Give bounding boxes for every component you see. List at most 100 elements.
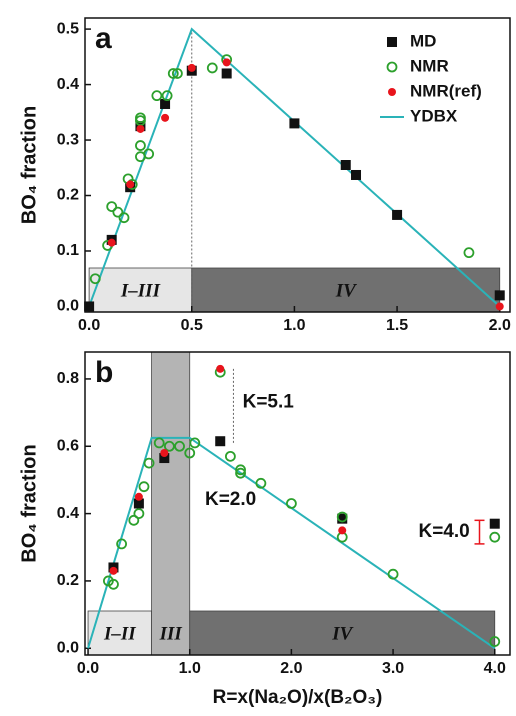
- region: [87, 610, 152, 656]
- nmr-point: [206, 62, 218, 74]
- md-point: [494, 290, 505, 301]
- region: [151, 351, 191, 656]
- nmr-point: [151, 90, 163, 102]
- region-label: III: [159, 623, 183, 644]
- legend-entry: NMR: [386, 56, 449, 75]
- x-tick-label: 2.0: [280, 660, 302, 677]
- region-label: IV: [331, 623, 353, 644]
- region-label: I–II: [103, 623, 136, 644]
- nmr-point: [336, 511, 348, 523]
- nmr-ref-point: [160, 449, 169, 457]
- nmr-point: [235, 464, 246, 476]
- nmr-ref-point: [134, 492, 143, 501]
- nmr-ref-point: [161, 113, 170, 122]
- region: [189, 610, 496, 656]
- nmr-point: [128, 514, 140, 526]
- annotation: K=2.0: [205, 489, 256, 510]
- nmr-point: [108, 578, 119, 590]
- nmr-point: [138, 481, 150, 493]
- md-point: [351, 169, 362, 180]
- nmr-point: [135, 112, 146, 124]
- x-tick-label: 0.0: [77, 660, 99, 677]
- nmr-point: [161, 90, 173, 102]
- region: [191, 267, 501, 313]
- legend-entry: YDBX: [380, 106, 458, 125]
- region-label: I–III: [120, 280, 161, 301]
- nmr-point: [235, 467, 246, 479]
- nmr-point: [143, 148, 155, 160]
- nmr-point: [171, 68, 183, 79]
- y-tick-label: 0.0: [57, 298, 79, 315]
- nmr-point: [143, 457, 155, 469]
- nmr-point: [116, 538, 128, 550]
- nmr-point: [489, 531, 501, 543]
- y-tick-label: 0.0: [57, 639, 79, 656]
- panel-label: a: [95, 22, 112, 55]
- legend-swatch: [387, 37, 397, 47]
- y-tick-label: 0.2: [57, 572, 79, 589]
- y-tick-label: 0.5: [57, 20, 79, 37]
- y-tick-label: 0.8: [57, 370, 79, 387]
- x-tick-label: 1.0: [283, 317, 305, 334]
- nmr-point: [89, 273, 101, 285]
- nmr-point: [153, 437, 165, 449]
- legend-label: MD: [410, 31, 436, 50]
- legend-entry: NMR(ref): [388, 81, 482, 100]
- y-tick-label: 0.3: [57, 131, 79, 148]
- nmr-point: [163, 440, 175, 452]
- legend-label: YDBX: [410, 106, 458, 125]
- plot-frame: [84, 17, 511, 313]
- nmr-point: [489, 636, 501, 647]
- y-tick-label: 0.2: [57, 187, 79, 204]
- nmr-ref-point: [338, 526, 347, 535]
- nmr-ref-point: [136, 124, 145, 133]
- y-tick-label: 0.4: [57, 76, 79, 93]
- legend-entry: MD: [387, 31, 436, 50]
- md-point: [340, 160, 351, 170]
- md-point: [160, 98, 171, 109]
- nmr-ref-point: [107, 238, 116, 247]
- panel-label: b: [95, 356, 113, 389]
- nmr-point: [387, 568, 399, 580]
- x-tick-label: 3.0: [382, 660, 404, 677]
- legend-label: NMR: [410, 56, 449, 75]
- region: [88, 267, 193, 313]
- nmr-point: [174, 440, 185, 452]
- nmr-point: [189, 437, 201, 449]
- nmr-ref-point: [495, 302, 504, 311]
- annotation: K=5.1: [243, 392, 295, 413]
- nmr-ref-point: [109, 566, 118, 575]
- legend-swatch: [388, 88, 396, 96]
- nmr-point: [118, 212, 130, 224]
- plot-frame: [84, 351, 511, 656]
- nmr-ref-point: [222, 58, 231, 67]
- md-point: [215, 436, 226, 447]
- x-tick-label: 1.5: [386, 317, 408, 334]
- nmr-point: [224, 450, 236, 462]
- nmr-point: [285, 498, 297, 509]
- nmr-point: [133, 508, 145, 519]
- x-tick-label: 4.0: [484, 660, 506, 677]
- nmr-point: [463, 247, 475, 259]
- x-tick-label: 1.0: [179, 660, 201, 677]
- nmr-point: [167, 68, 179, 79]
- md-point: [221, 68, 232, 79]
- nmr-point: [106, 201, 118, 213]
- y-tick-label: 0.4: [57, 505, 79, 522]
- y-axis-title: BO₄ fraction: [18, 444, 40, 562]
- x-tick-label: 0.0: [78, 317, 100, 334]
- ydbx-line: [87, 436, 496, 650]
- md-point: [133, 498, 144, 509]
- x-tick-label: 0.5: [181, 317, 203, 334]
- y-tick-label: 0.1: [57, 242, 79, 259]
- md-point: [84, 301, 95, 312]
- nmr-ref-point: [216, 364, 225, 373]
- legend-swatch: [386, 61, 398, 73]
- nmr-point: [184, 447, 196, 459]
- y-tick-label: 0.6: [57, 437, 79, 454]
- md-point: [159, 453, 170, 464]
- md-point: [489, 518, 500, 529]
- legend-label: NMR(ref): [410, 81, 482, 100]
- y-axis-title: BO₄ fraction: [18, 106, 40, 224]
- x-tick-label: 2.0: [489, 317, 511, 334]
